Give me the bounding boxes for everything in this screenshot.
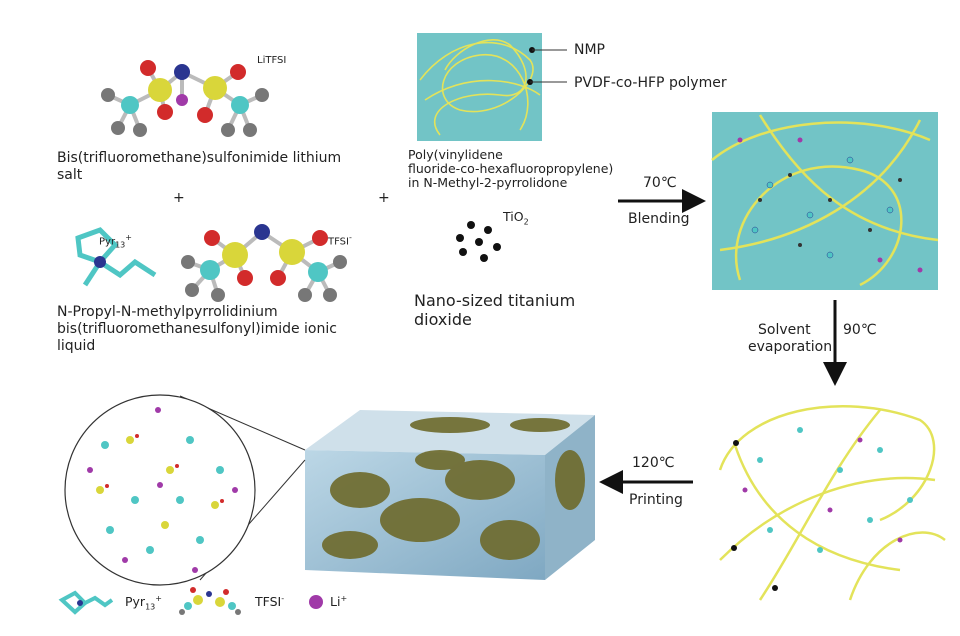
pyr13-sub: 13 [115,240,126,250]
ionic-liquid-name-1: N-Propyl-N-methylpyrrolidinium [57,304,278,320]
tio2-tag-text: TiO [503,209,524,224]
printed-electrolyte-block [305,410,595,580]
tio2-particles [456,221,501,262]
legend-pyr13-icon [58,590,114,615]
legend-pyr13-sup: + [155,594,162,603]
ionic-liquid-name-3: liquid [57,338,96,354]
legend-lithium-icon [309,595,323,609]
litfsi-name-1: Bis(trifluoromethane)sulfonimide lithium [57,150,342,166]
tfsi-molecule [181,224,347,302]
nmp-callout: NMP [574,42,605,58]
magnified-view [64,394,306,586]
legend-tfsi-icon [179,587,241,615]
tio2-name-1: Nano-sized titanium [414,291,576,310]
pyr13-molecule [75,227,157,287]
polymer-solution-name-1: Poly(vinylidene [408,147,503,162]
legend-li-sup: + [340,594,348,603]
legend-pyr13-sub: 13 [145,602,156,612]
legend-tfsi-sup: - [281,594,285,603]
litfsi-name-2: salt [57,167,83,183]
tfsi-tag-text: TFSI [328,236,349,248]
polymer-solution-name-3: in N-Methyl-2-pyrrolidone [408,175,568,190]
litfsi-molecule [101,60,269,137]
legend-pyr13-label: Pyr13+ [125,594,162,612]
blended-mixture-box [711,112,939,290]
legend-tfsi-label: TFSI- [255,594,284,610]
pyr13-sup: + [125,233,132,242]
step3-label: Printing [629,492,683,508]
step3-temp: 120℃ [632,455,675,471]
polymer-solution-box [417,33,567,141]
legend-pyr13-text: Pyr [125,594,146,610]
plus-sign: + [378,190,390,206]
polymer-solution-name-2: fluoride-co-hexafluoropropylene) [408,161,614,176]
plus-sign: + [173,190,185,206]
tfsi-tag: TFSI- [328,233,352,248]
tio2-tag: TiO2 [503,209,529,227]
litfsi-tag: LiTFSI [257,55,287,66]
dried-film-network [718,404,946,601]
pyr13-tag: Pyr13+ [99,233,132,250]
step2-label-1: Solvent [758,322,811,338]
legend-li-text: Li [330,594,341,610]
pyr13-tag-text: Pyr [99,236,116,248]
step2-temp: 90℃ [843,322,877,338]
tio2-name-2: dioxide [414,310,472,329]
tio2-sub: 2 [523,217,529,227]
step2-label-2: evaporation [748,339,833,355]
legend-li-label: Li+ [330,594,347,610]
ionic-liquid-name-2: bis(trifluoromethanesulfonyl)imide ionic [57,321,337,337]
tfsi-sup: - [348,233,352,242]
step1-temp: 70℃ [643,175,677,191]
legend-tfsi-text: TFSI [255,594,282,610]
step1-label: Blending [628,211,690,227]
pvdf-callout: PVDF-co-HFP polymer [574,75,727,91]
